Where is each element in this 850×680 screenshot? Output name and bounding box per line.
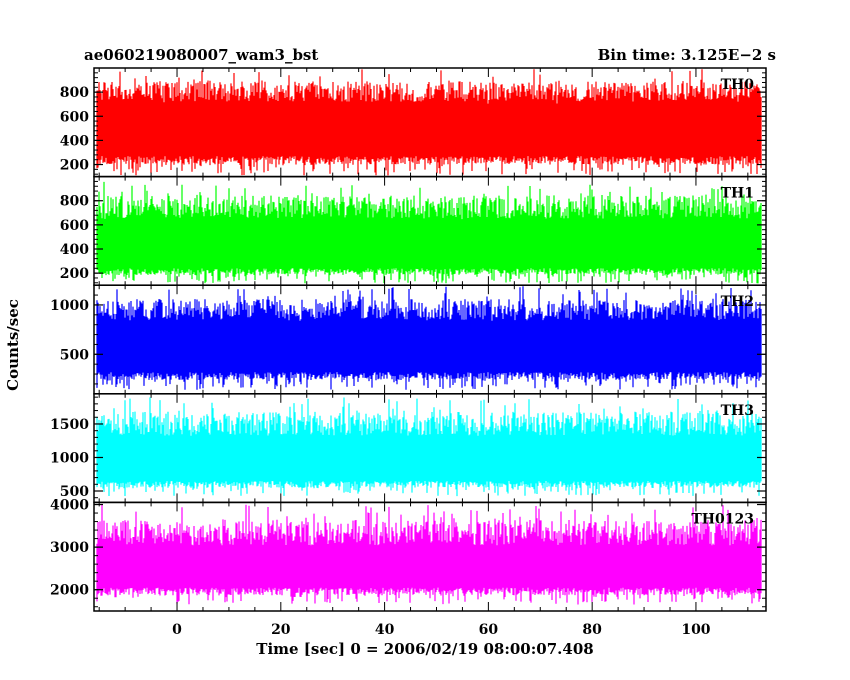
- y-tick-label: 200: [60, 266, 89, 282]
- y-tick-label: 1500: [50, 417, 89, 433]
- panel-th3: 500 1000 1500 TH3: [50, 393, 767, 504]
- x-tick-label: 40: [375, 622, 395, 638]
- y-axis-label: Counts/sec: [4, 299, 22, 391]
- x-axis-label: Time [sec] 0 = 2006/02/19 08:00:07.408: [256, 640, 593, 658]
- panel-label: TH0123: [691, 511, 754, 527]
- y-tick-label: 800: [60, 85, 89, 101]
- y-tick-label: 600: [60, 109, 89, 125]
- light-curve-th3: [96, 397, 762, 497]
- y-tick-label: 1000: [50, 298, 89, 314]
- panel-label: TH3: [721, 403, 754, 419]
- panel-label: TH0: [721, 77, 755, 93]
- light-curve-th0123: [96, 504, 762, 605]
- light-curve-th2: [96, 286, 762, 390]
- y-tick-label: 500: [60, 347, 89, 363]
- chart-title: ae060219080007_wam3_bst: [84, 46, 318, 64]
- panel-th0: 200 400 600 800 TH0: [60, 67, 767, 178]
- panel-th2: 500 1000 TH2: [50, 284, 767, 395]
- y-tick-label: 1000: [50, 450, 89, 466]
- light-curve-th1: [96, 181, 762, 284]
- y-tick-label: 200: [60, 158, 89, 174]
- panel-frame: [93, 501, 767, 612]
- x-tick-label: 80: [582, 622, 602, 638]
- y-tick-label: 400: [60, 242, 89, 258]
- y-tick-label: 4000: [50, 498, 89, 514]
- y-tick-label: 400: [60, 133, 89, 149]
- panel-th0123: 2000 3000 4000 TH0123: [50, 498, 767, 612]
- x-tick-label: 20: [271, 622, 291, 638]
- y-tick-label: 600: [60, 218, 89, 234]
- y-tick-label: 800: [60, 194, 89, 210]
- y-tick-label: 500: [60, 484, 89, 500]
- x-tick-label: 100: [681, 622, 710, 638]
- y-tick-label: 3000: [50, 540, 89, 556]
- x-tick-label: 60: [479, 622, 499, 638]
- y-tick-label: 2000: [50, 583, 89, 599]
- bin-time-label: Bin time: 3.125E−2 s: [598, 46, 776, 64]
- light-curve-th0: [96, 69, 762, 176]
- panel-th1: 200 400 600 800 TH1: [60, 175, 767, 286]
- x-tick-label: 0: [172, 622, 182, 638]
- panel-label: TH1: [721, 186, 754, 202]
- panel-label: TH2: [721, 294, 754, 310]
